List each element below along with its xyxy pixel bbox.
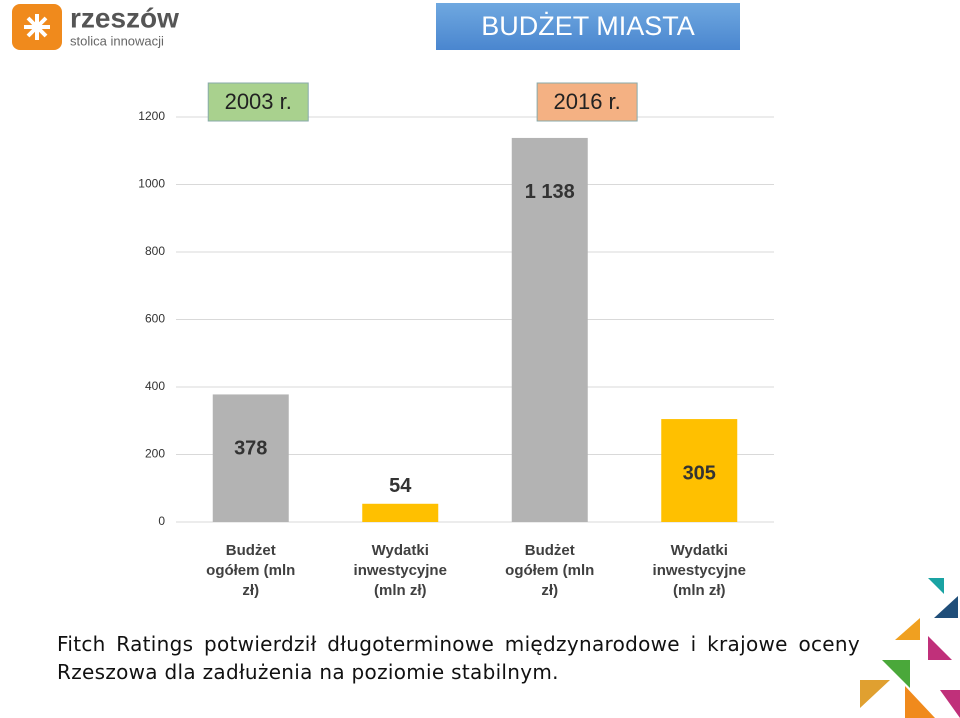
annotation-text: 2003 r. [225, 89, 292, 114]
y-tick-label: 0 [158, 514, 165, 528]
value-label: 1 138 [525, 181, 575, 203]
y-tick-label: 1000 [138, 177, 165, 191]
y-tick-label: 800 [145, 244, 165, 258]
bar [212, 394, 289, 522]
x-tick-label: Wydatki inwestycyjne (mln zł) [652, 542, 746, 599]
value-label: 305 [683, 462, 716, 484]
logo-mark [12, 4, 62, 50]
logo-tagline: stolica innowacji [70, 33, 164, 48]
x-tick-label: Wydatki inwestycyjne (mln zł) [353, 542, 447, 599]
x-tick-label: Budżet ogółem (mln zł) [206, 542, 296, 599]
slide-title: BUDŻET MIASTA [436, 3, 740, 50]
y-tick-label: 400 [145, 379, 165, 393]
annotation-box [207, 82, 309, 122]
decoration [860, 578, 960, 718]
y-tick-label: 600 [145, 312, 165, 326]
logo-name: rzeszów [70, 2, 179, 33]
annotation-text: 2016 r. [553, 89, 620, 114]
x-tick-label: Budżet ogółem (mln zł) [505, 542, 595, 599]
value-label: 54 [389, 475, 412, 497]
bar [362, 503, 439, 522]
y-tick-label: 200 [145, 447, 165, 461]
value-label: 378 [234, 438, 267, 460]
y-tick-label: 1200 [138, 109, 165, 123]
bar [511, 137, 588, 523]
footer-text: Fitch Ratings potwierdził długoterminowe… [57, 632, 860, 684]
annotation-box [536, 82, 638, 122]
bar [661, 419, 738, 522]
